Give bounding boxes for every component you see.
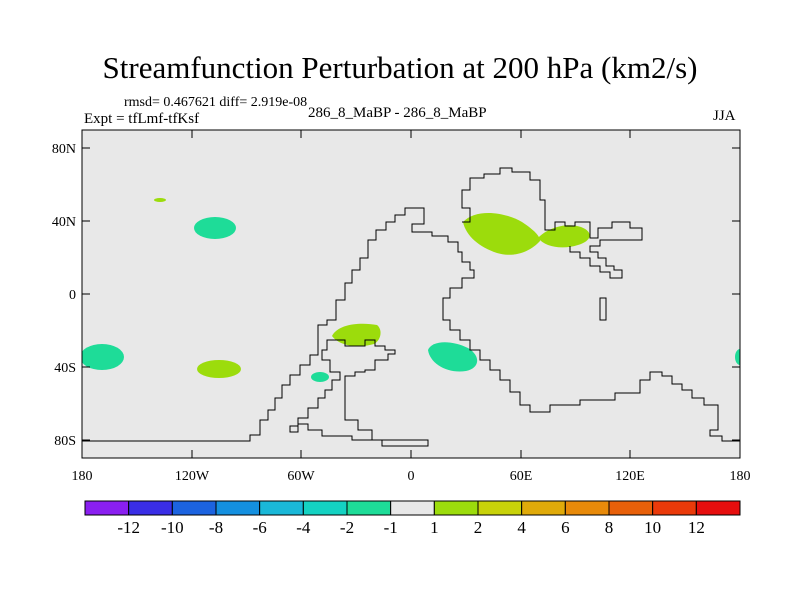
colorbar-swatch [608,500,654,516]
lat-label-0: 0 [69,288,76,303]
lon-label-180w: 180 [72,469,93,484]
negative-anomaly-west-edge [82,344,124,370]
colorbar-label: 1 [430,518,439,537]
colorbar-swatch [695,500,741,516]
colorbar-label: -8 [209,518,223,537]
lat-label-40n: 40N [52,215,76,230]
plot-area [82,130,740,458]
lat-label-80s: 80S [54,434,76,449]
colorbar-swatch [477,500,523,516]
colorbar-swatch [259,500,304,516]
experiment-label: Expt = tfLmf-tfKsf [84,111,200,127]
positive-anomaly-patch [154,198,166,202]
negative-anomaly-south-africa [428,342,478,372]
colorbar-swatch [215,500,261,516]
positive-anomaly-south-america [332,323,381,347]
negative-anomaly-south-atlantic [311,372,329,382]
colorbar-label: 10 [644,518,661,537]
lon-label-120w: 120W [175,469,210,484]
colorbar-label: 6 [561,518,570,537]
colorbar-swatch [390,500,435,516]
comparison-label: 286_8_MaBP - 286_8_MaBP [308,105,487,121]
colorbar-label: -4 [296,518,311,537]
colorbar-swatch [128,500,173,516]
lat-label-80n: 80N [52,142,76,157]
colorbar-swatch [171,500,217,516]
colorbar-label: 12 [688,518,705,537]
lon-label-120e: 120E [615,469,645,484]
colorbar-label: -12 [117,518,140,537]
positive-anomaly-central-asia [463,212,540,255]
lon-label-0: 0 [408,469,415,484]
colorbar-label: -2 [340,518,354,537]
season-label: JJA [713,108,736,124]
coastlines [82,167,740,447]
colorbar-label: 4 [517,518,526,537]
rmsd-stats: rmsd= 0.467621 diff= 2.919e-08 [124,95,308,110]
lon-ticks [81,130,741,458]
positive-anomaly-south-pacific [197,360,241,378]
chart-title: Streamfunction Perturbation at 200 hPa (… [102,50,698,85]
colorbar-swatch [346,500,392,516]
lat-ticks [82,147,740,441]
colorbar-swatch [433,500,479,516]
lon-label-60w: 60W [287,469,315,484]
colorbar-labels: -12 -10 -8 -6 -4 -2 -1 1 2 4 6 8 10 12 [117,518,705,537]
colorbar-label: 8 [605,518,614,537]
colorbar-swatch [652,500,697,516]
negative-anomaly-east-edge [735,349,740,365]
colorbar-label: 2 [474,518,483,537]
colorbar-swatch [521,500,566,516]
colorbar-label: -10 [161,518,184,537]
colorbar [84,500,741,516]
colorbar-swatch [84,500,130,516]
positive-anomaly-east-asia [538,225,590,248]
lon-label-180e: 180 [730,469,751,484]
negative-anomaly-central-pacific [194,217,236,239]
lon-label-60e: 60E [510,469,533,484]
colorbar-swatch [564,500,610,516]
lat-label-40s: 40S [54,361,76,376]
colorbar-label: -6 [253,518,267,537]
colorbar-swatch [302,500,348,516]
colorbar-label: -1 [384,518,398,537]
